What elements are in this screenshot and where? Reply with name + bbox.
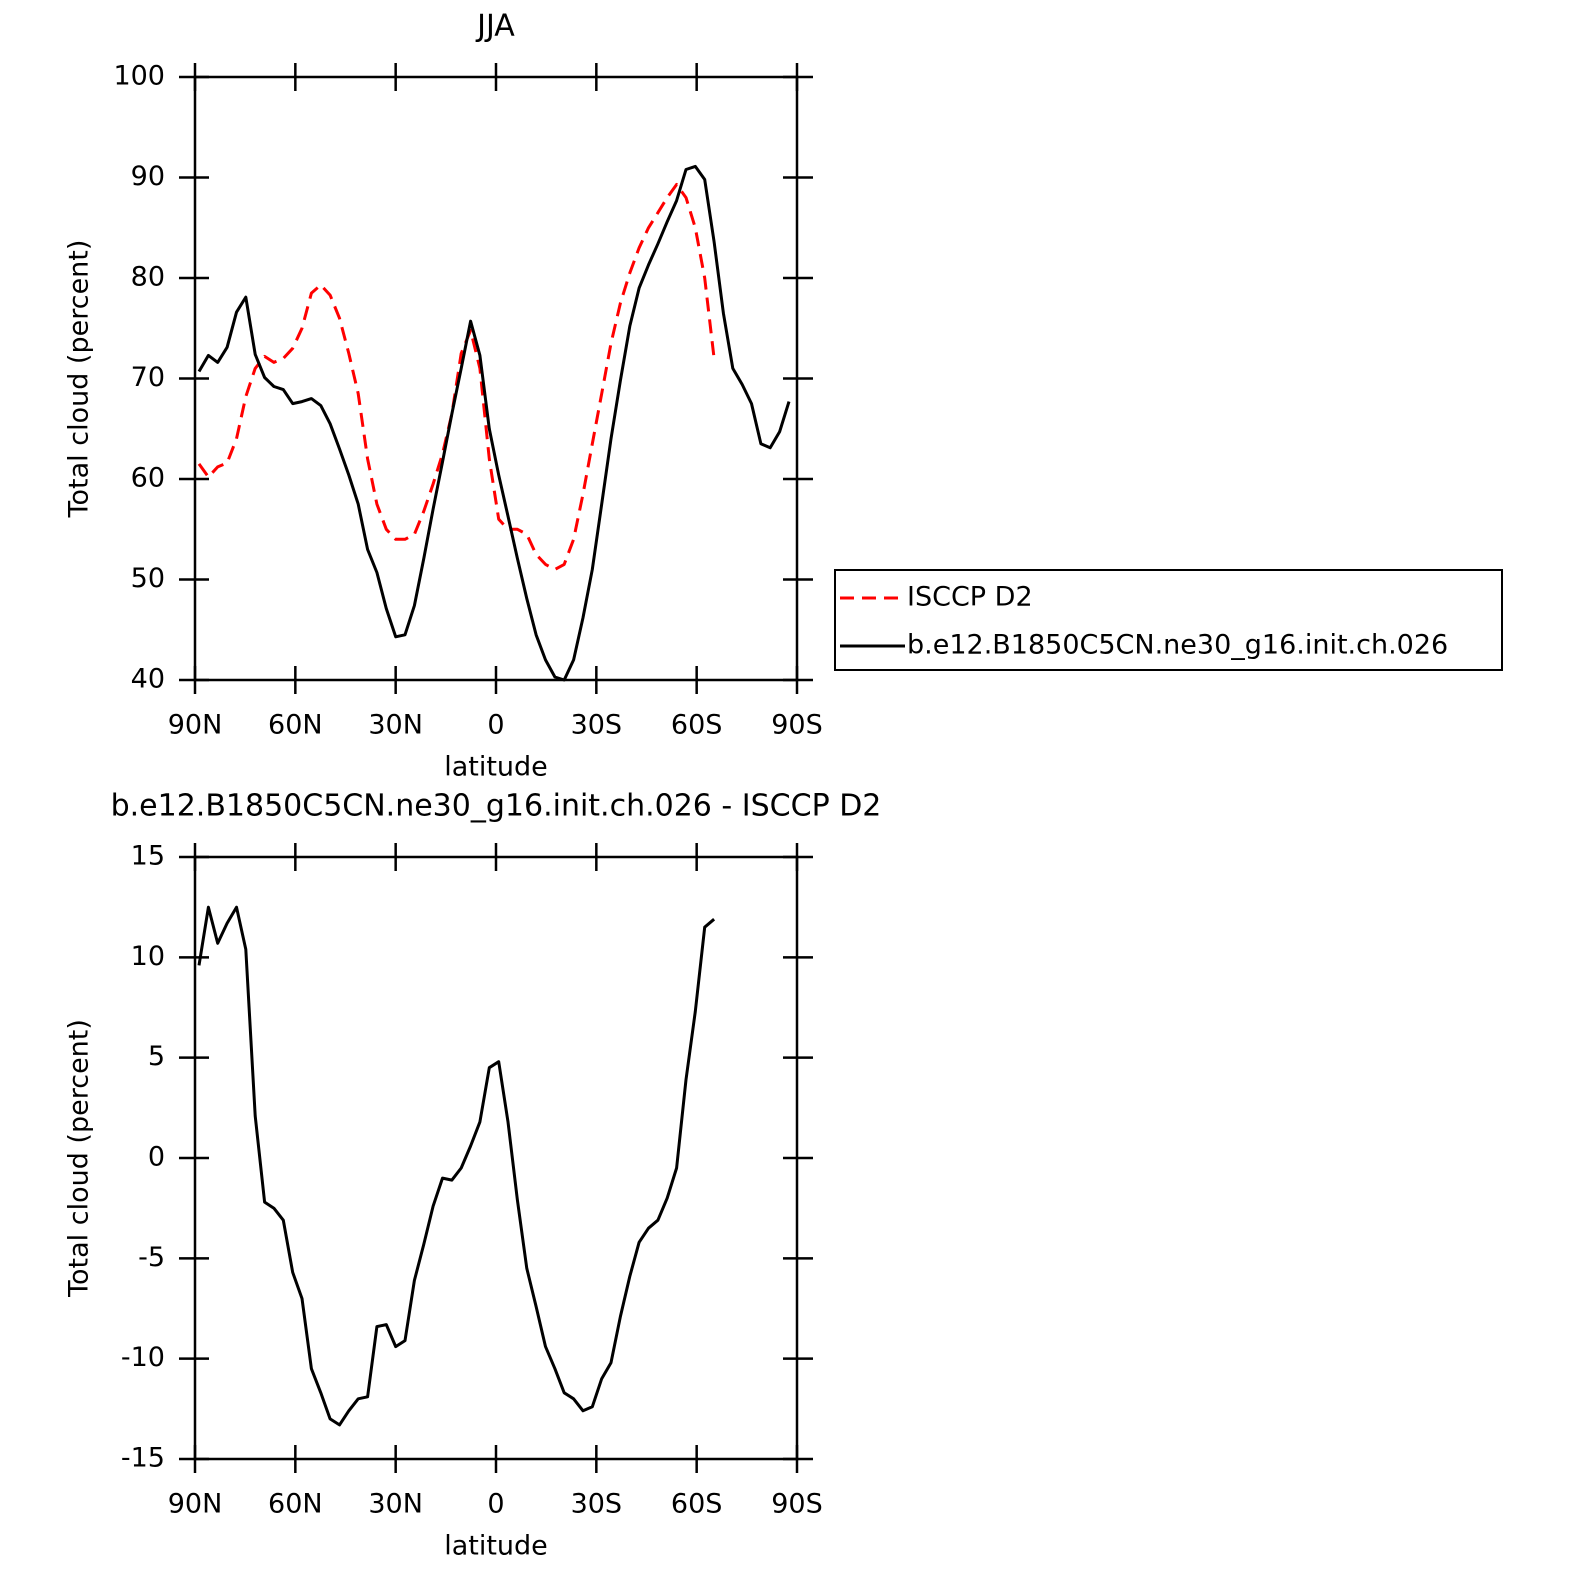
y-tick-label: 80 — [131, 262, 165, 293]
chart-title: b.e12.B1850C5CN.ne30_g16.init.ch.026 - I… — [111, 789, 882, 824]
y-tick-label: 50 — [131, 563, 165, 594]
y-tick-label: -5 — [138, 1242, 165, 1273]
y-tick-label: 5 — [148, 1041, 165, 1072]
y-tick-label: 10 — [131, 941, 165, 972]
x-tick-label: 30N — [368, 1489, 423, 1520]
x-tick-label: 60N — [268, 1489, 323, 1520]
x-tick-label: 60S — [671, 710, 723, 741]
x-axis-label: latitude — [444, 1531, 548, 1562]
y-axis-label: Total cloud (percent) — [64, 240, 95, 519]
x-tick-label: 30S — [571, 710, 623, 741]
plot-frame — [193, 75, 799, 682]
data-line — [197, 183, 716, 571]
x-tick-label: 60N — [268, 710, 323, 741]
x-tick-label: 90S — [771, 710, 823, 741]
legend-box — [834, 569, 1503, 671]
y-tick-label: 90 — [131, 161, 165, 192]
legend-label: b.e12.B1850C5CN.ne30_g16.init.ch.026 — [907, 630, 1448, 661]
chart-title: JJA — [475, 9, 515, 44]
y-tick-label: 15 — [131, 841, 165, 872]
x-tick-label: 0 — [487, 710, 504, 741]
data-line — [197, 164, 791, 682]
data-line — [197, 905, 716, 1427]
x-tick-label: 60S — [671, 1489, 723, 1520]
y-tick-label: 70 — [131, 362, 165, 393]
y-tick-label: 60 — [131, 463, 165, 494]
x-tick-label: 90N — [168, 710, 223, 741]
x-tick-label: 90N — [168, 1489, 223, 1520]
x-tick-label: 30N — [368, 710, 423, 741]
x-tick-label: 0 — [487, 1489, 504, 1520]
y-axis-label: Total cloud (percent) — [64, 1019, 95, 1298]
x-tick-label: 30S — [571, 1489, 623, 1520]
y-tick-label: 40 — [131, 664, 165, 695]
y-tick-label: -15 — [121, 1443, 165, 1474]
plot-frame — [193, 855, 799, 1461]
x-axis-label: latitude — [444, 752, 548, 783]
y-tick-label: 100 — [113, 61, 165, 92]
x-tick-label: 90S — [771, 1489, 823, 1520]
y-tick-label: 0 — [148, 1142, 165, 1173]
y-tick-label: -10 — [121, 1342, 165, 1373]
legend-label: ISCCP D2 — [907, 582, 1033, 613]
